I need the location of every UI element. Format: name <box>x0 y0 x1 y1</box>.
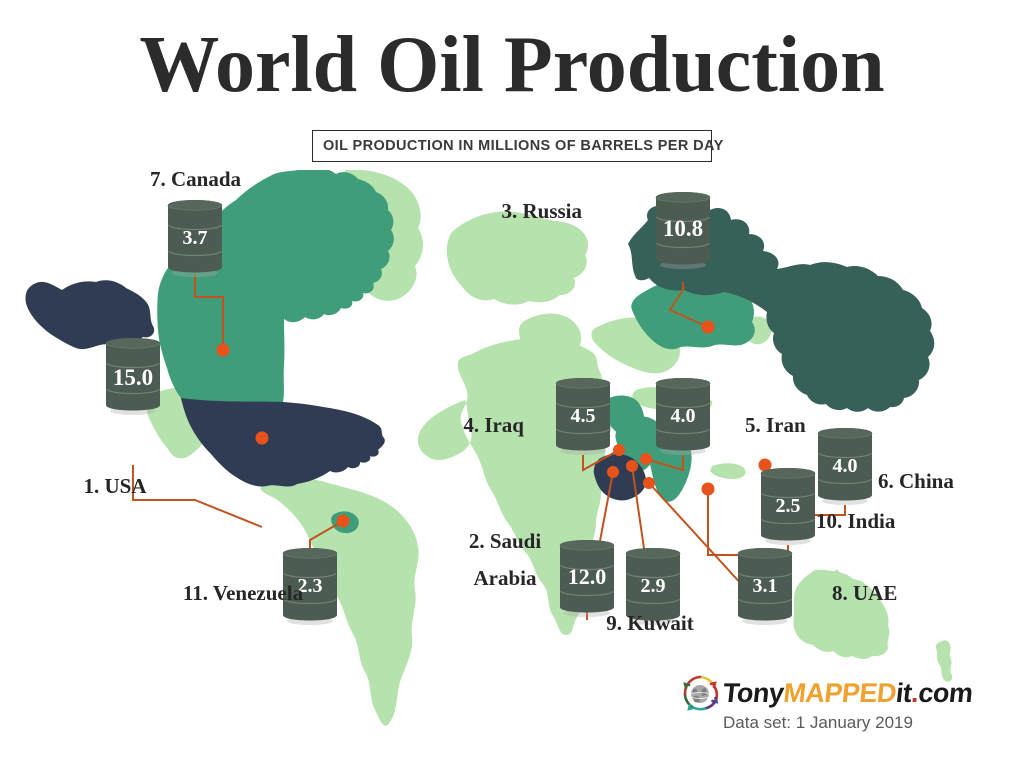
svg-text:12.0: 12.0 <box>568 564 607 589</box>
svg-text:4.0: 4.0 <box>833 455 858 477</box>
svg-text:10. India: 10. India <box>816 509 896 533</box>
svg-text:4. Iraq: 4. Iraq <box>463 413 524 437</box>
svg-text:3.1: 3.1 <box>753 575 778 597</box>
svg-text:10.8: 10.8 <box>663 216 703 241</box>
svg-text:2.9: 2.9 <box>641 575 666 597</box>
svg-text:7. Canada: 7. Canada <box>150 170 242 191</box>
svg-text:8. UAE: 8. UAE <box>832 581 897 605</box>
svg-text:2. Saudi: 2. Saudi <box>469 529 542 553</box>
svg-text:11. Venezuela: 11. Venezuela <box>183 581 304 605</box>
svg-text:4.0: 4.0 <box>671 405 696 427</box>
svg-text:3. Russia: 3. Russia <box>501 199 582 223</box>
svg-text:4.5: 4.5 <box>571 405 596 427</box>
svg-text:9. Kuwait: 9. Kuwait <box>606 611 694 635</box>
svg-text:1. USA: 1. USA <box>83 474 147 498</box>
svg-text:3.7: 3.7 <box>183 227 208 249</box>
svg-text:6. China: 6. China <box>878 469 954 493</box>
svg-text:2.5: 2.5 <box>776 495 801 517</box>
svg-text:15.0: 15.0 <box>113 365 153 390</box>
svg-text:5. Iran: 5. Iran <box>745 413 806 437</box>
svg-text:Arabia: Arabia <box>474 566 538 590</box>
